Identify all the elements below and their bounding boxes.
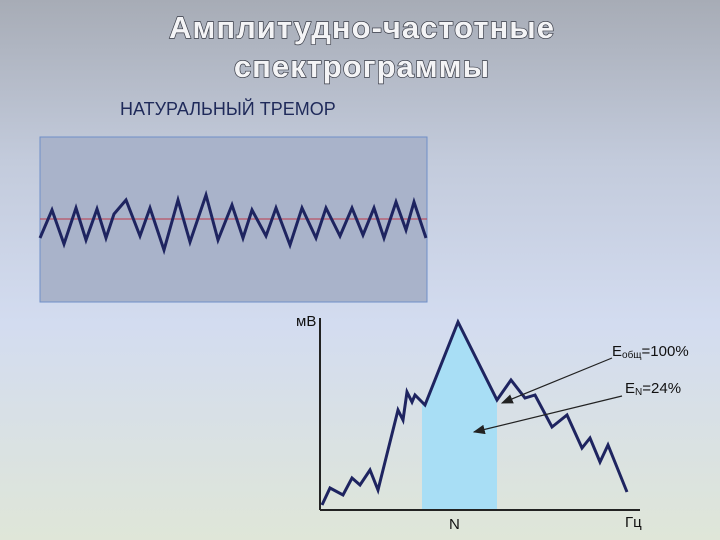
title-line: Амплитудно-частотные: [169, 10, 555, 45]
value: =100%: [642, 343, 689, 360]
value: =24%: [642, 380, 681, 397]
subtitle: НАТУРАЛЬНЫЙ ТРЕМОР: [120, 98, 336, 119]
x-axis-label: Гц: [625, 514, 642, 531]
subscript: общ: [622, 349, 642, 361]
y-axis-label: мВ: [296, 313, 316, 330]
subscript: N: [635, 387, 642, 398]
tremor-wave: [38, 189, 428, 256]
arrow: [500, 357, 613, 404]
symbol: E: [612, 343, 622, 360]
band-energy-label: EN=24%: [625, 380, 681, 398]
band-label: N: [449, 516, 460, 533]
total-energy-label: Eобщ=100%: [612, 343, 689, 361]
title-line: спектрограммы: [234, 49, 490, 84]
spectrum: мВ Гц N Eобщ=100% EN=24%: [296, 313, 689, 533]
arrow: [472, 395, 623, 435]
symbol: E: [625, 380, 635, 397]
tremor-panel: [38, 136, 428, 303]
spectrum-curve: [320, 318, 629, 506]
